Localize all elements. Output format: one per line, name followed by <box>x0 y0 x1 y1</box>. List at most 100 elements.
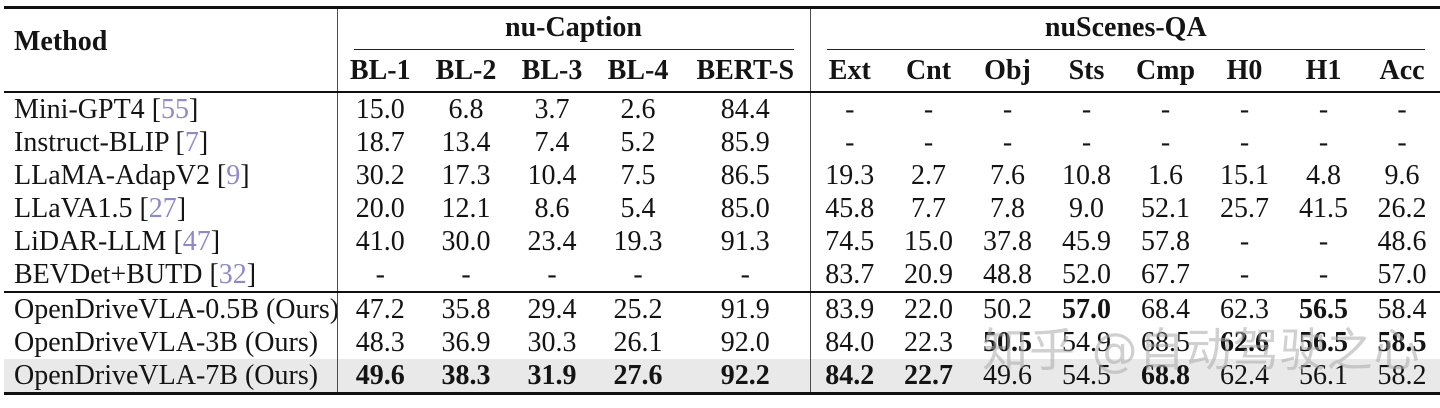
metric-cell: 62.4 <box>1205 359 1285 394</box>
metric-cell: - <box>336 258 423 292</box>
metric-cell: 56.1 <box>1284 359 1364 394</box>
metric-cell: 48.3 <box>336 326 423 359</box>
metric-cell: 68.4 <box>1126 291 1206 326</box>
metric-cell: - <box>1239 258 1250 290</box>
metric-cell: 25.2 <box>595 291 681 326</box>
metric-cell: 68.8 <box>1126 359 1206 394</box>
metric-cell: 38.3 <box>423 359 509 394</box>
metric-cell: 41.0 <box>336 225 423 258</box>
metric-cell: 2.6 <box>620 93 656 125</box>
metric-cell: - <box>547 258 557 290</box>
metric-cell: 56.5 <box>1299 326 1349 358</box>
method-cell: OpenDriveVLA-3B (Ours) <box>14 326 319 358</box>
citation-link[interactable]: 9 <box>226 159 241 191</box>
metric-cell: 6.8 <box>448 93 484 125</box>
metric-cell: 91.9 <box>681 291 811 326</box>
citation-link[interactable]: 7 <box>184 126 199 158</box>
benchmark-results-table: Method nu-Caption nuScenes-QA BL-1 BL-2 BL… <box>4 6 1440 395</box>
column-header-bl-4: BL-4 <box>595 51 681 93</box>
citation-link[interactable]: 27 <box>148 192 177 224</box>
metric-cell: 49.6 <box>336 359 423 394</box>
metric-cell: 45.8 <box>809 192 890 225</box>
citation-link[interactable]: 47 <box>182 225 211 257</box>
metric-cell: 7.5 <box>620 159 656 191</box>
metric-cell: 8.6 <box>534 192 570 224</box>
metric-cell: - <box>1318 126 1329 158</box>
metric-cell: 57.0 <box>1047 291 1127 326</box>
metric-cell: 9.6 <box>1384 159 1420 191</box>
metric-cell: - <box>1318 258 1329 290</box>
metric-cell: 86.5 <box>720 159 770 191</box>
metric-cell: 17.3 <box>441 159 491 191</box>
metric-cell: 85.9 <box>720 126 770 158</box>
citation-link[interactable]: 32 <box>218 258 247 290</box>
metric-cell: 26.1 <box>613 326 663 358</box>
table-body: Mini-GPT4 [55] 15.0 6.8 3.7 2.6 84.4- - - - - - - - I… <box>4 92 1440 394</box>
metric-cell: 18.7 <box>336 126 423 159</box>
metric-cell: 47.2 <box>336 291 423 326</box>
column-header-cnt: Cnt <box>889 51 969 93</box>
metric-cell: - <box>633 258 643 290</box>
table-row: Mini-GPT4 [55] 15.0 6.8 3.7 2.6 84.4 - - - - - - - - <box>4 92 1440 126</box>
metric-cell: 5.4 <box>620 192 656 224</box>
metric-cell: - <box>461 258 471 290</box>
metric-cell: 4.8 <box>1306 159 1342 191</box>
metric-cell: 10.4 <box>527 159 577 191</box>
column-header-bl-2: BL-2 <box>423 51 509 93</box>
method-cell: LLaVA1.5 [27] <box>14 192 187 224</box>
metric-cell: 13.4 <box>441 126 491 158</box>
column-header-acc: Acc <box>1363 51 1440 93</box>
metric-cell: 15.0 <box>904 225 954 257</box>
group-header-nuscenes-qa: nuScenes-QA <box>809 7 1440 51</box>
group-header-row: Method nu-Caption nuScenes-QA <box>4 7 1440 93</box>
metric-cell: 27.6 <box>595 359 681 394</box>
metric-cell: 23.4 <box>527 225 577 257</box>
citation-link[interactable]: 55 <box>161 93 190 125</box>
metric-cell: 2.7 <box>911 159 947 191</box>
column-header-row: BL-1 BL-2 BL-3 BL-4 BERT-S Ext Cnt Obj Sts Cmp H0 H… <box>4 51 1440 93</box>
metric-cell: 84.4 <box>720 93 770 125</box>
metric-cell: 19.3 <box>809 159 890 192</box>
table-row: LiDAR-LLM [47] 41.0 30.0 23.4 19.3 91.3 74.5 15… <box>4 225 1440 258</box>
metric-cell: 57.0 <box>1377 258 1427 290</box>
metric-cell: 49.6 <box>968 359 1048 394</box>
metric-cell: 41.5 <box>1299 192 1349 224</box>
metric-cell: - <box>1002 126 1013 158</box>
column-header-bl-3: BL-3 <box>509 51 595 93</box>
metric-cell: 56.5 <box>1284 291 1364 326</box>
metric-cell: - <box>1081 93 1092 125</box>
metric-cell: 22.7 <box>889 359 969 394</box>
metric-cell: 74.5 <box>809 225 890 258</box>
metric-cell: 84.0 <box>809 326 890 359</box>
metric-cell: 62.3 <box>1205 291 1285 326</box>
group-header-nu-caption: nu-Caption <box>336 7 811 51</box>
metric-cell: 7.7 <box>911 192 947 224</box>
table-row: LLaVA1.5 [27] 20.0 12.1 8.6 5.4 85.0 45.8 7.7 7.… <box>4 192 1440 225</box>
metric-cell: 48.6 <box>1377 225 1427 257</box>
metric-cell: 7.4 <box>534 126 570 158</box>
method-cell: LLaMA-AdapV2 [9] <box>14 159 250 191</box>
column-header-bl-1: BL-1 <box>336 51 423 93</box>
table-row: LLaMA-AdapV2 [9] 30.2 17.3 10.4 7.5 86.5 19.3 2… <box>4 159 1440 192</box>
metric-cell: - <box>1160 126 1171 158</box>
metric-cell: 45.9 <box>1062 225 1112 257</box>
metric-cell: - <box>1239 126 1250 158</box>
metric-cell: 37.8 <box>983 225 1033 257</box>
column-header-h1: H1 <box>1284 51 1364 93</box>
metric-cell: - <box>1002 93 1013 125</box>
table-row: OpenDriveVLA-3B (Ours) 48.3 36.9 30.3 26.1 92… <box>4 326 1440 359</box>
metric-cell: 15.0 <box>336 92 423 126</box>
metric-cell: 9.0 <box>1069 192 1105 224</box>
column-header-method: Method <box>4 7 337 93</box>
metric-cell: - <box>923 126 934 158</box>
metric-cell: 12.1 <box>441 192 491 224</box>
metric-cell: 22.3 <box>904 326 954 358</box>
metric-cell: - <box>1397 93 1407 125</box>
metric-cell: 58.4 <box>1363 291 1440 326</box>
metric-cell: 29.4 <box>509 291 595 326</box>
metric-cell: 10.8 <box>1062 159 1112 191</box>
metric-cell: 22.0 <box>889 291 969 326</box>
column-header-obj: Obj <box>968 51 1048 93</box>
metric-cell: 62.6 <box>1220 326 1270 358</box>
